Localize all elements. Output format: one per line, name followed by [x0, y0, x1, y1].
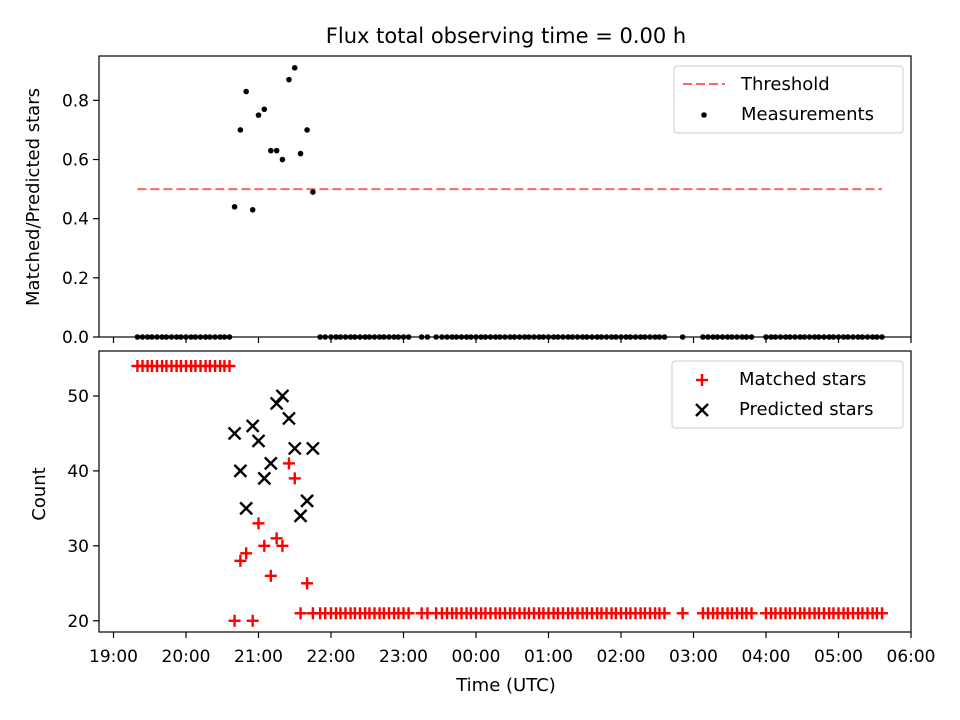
x-tick-label: 02:00	[597, 647, 646, 667]
matched-star-point	[264, 569, 277, 582]
matched-star-point	[301, 577, 314, 590]
ratio-y-tick-label: 0.2	[62, 269, 89, 289]
x-tick-label: 04:00	[742, 647, 791, 667]
x-tick-label: 03:00	[669, 647, 718, 667]
matched-star-point	[223, 359, 236, 372]
matched-star-point	[234, 554, 247, 567]
measurement-point	[261, 106, 268, 113]
count-y-tick-label: 40	[67, 462, 89, 482]
measurement-point	[249, 207, 256, 213]
count-y-tick-label: 50	[67, 387, 89, 407]
matched-star-point	[876, 607, 888, 620]
predicted-star-point	[239, 501, 254, 516]
x-tick-label: 05:00	[814, 647, 863, 667]
predicted-star-point	[257, 471, 272, 486]
ratio-legend: Threshold Measurements	[673, 65, 904, 134]
predicted-star-point	[251, 434, 266, 448]
predicted-star-point	[263, 456, 278, 471]
ratio-y-tick-label: 0.4	[62, 210, 89, 230]
count-panel: 20 30 40 50 19:00 20:00 21:00 22:00 23:00 00:00 0…	[29, 350, 936, 696]
measurement-point	[310, 189, 316, 195]
predicted-star-point	[306, 441, 320, 456]
measurement-point	[243, 88, 249, 95]
ratio-y-tick-label: 0.0	[62, 328, 89, 348]
x-tick-label: 00:00	[452, 647, 501, 667]
matched-star-point	[658, 607, 671, 620]
matched-star-point	[258, 539, 271, 552]
measurement-point	[279, 156, 286, 163]
ratio-panel-frame	[98, 55, 912, 338]
count-legend: Matched stars Predicted stars	[671, 360, 904, 429]
matched-star-point	[294, 607, 307, 620]
legend-matched-swatch	[696, 374, 708, 386]
predicted-star-point	[275, 389, 290, 403]
x-tick-label: 01:00	[524, 647, 573, 667]
x-tick-label: 21:00	[234, 647, 283, 667]
predicted-star-point	[227, 426, 242, 441]
predicted-star-point	[282, 411, 296, 426]
ratio-legend-box	[673, 65, 904, 134]
legend-measurements-label: Measurements	[741, 104, 874, 125]
matched-star-point	[288, 472, 301, 485]
measurement-point	[291, 65, 298, 71]
ratio-panel: 0.00.20.40.60.8 Matched/Predicted stars …	[23, 55, 912, 348]
predicted-star-point	[287, 441, 302, 456]
count-y-axis-label: Count	[29, 467, 50, 520]
measurement-point	[268, 147, 274, 154]
matched-star-point	[676, 607, 689, 620]
predicted-star-point	[245, 419, 260, 433]
matched-star-point	[402, 607, 415, 620]
x-tick-label: 22:00	[307, 647, 356, 667]
measurement-point	[297, 150, 304, 157]
predicted-star-point	[233, 464, 248, 478]
legend-predicted-swatch	[695, 403, 709, 417]
legend-measurements-swatch	[701, 112, 707, 118]
x-tick-label: 19:00	[89, 647, 138, 667]
matched-star-point	[745, 607, 758, 620]
count-legend-box	[671, 360, 904, 429]
legend-threshold-label: Threshold	[740, 74, 830, 95]
matched-star-point	[252, 517, 265, 530]
measurement-point	[231, 204, 238, 210]
count-panel-frame	[98, 350, 912, 633]
matched-star-point	[276, 539, 289, 552]
measurement-point	[304, 127, 310, 133]
matched-star-point	[228, 614, 241, 627]
predicted-star-point	[300, 494, 314, 508]
matched-star-point	[240, 547, 253, 560]
x-tick-label: 20:00	[162, 647, 211, 667]
legend-predicted-label: Predicted stars	[739, 399, 873, 420]
measurement-point	[237, 127, 244, 133]
x-tick-label: 23:00	[379, 647, 428, 667]
ratio-y-tick-label: 0.8	[62, 91, 89, 111]
matched-star-point	[270, 532, 283, 545]
x-axis-label: Time (UTC)	[455, 675, 556, 696]
measurement-point	[286, 76, 292, 83]
x-tick-label: 06:00	[887, 647, 936, 667]
chart-title: Flux total observing time = 0.00 h	[326, 24, 686, 48]
count-y-tick-label: 20	[67, 612, 89, 632]
measurement-point	[273, 147, 280, 154]
ratio-y-tick-label: 0.6	[62, 151, 89, 171]
matched-star-point	[246, 614, 259, 627]
legend-matched-label: Matched stars	[739, 369, 866, 390]
matched-star-point	[282, 457, 295, 470]
ratio-y-axis-label: Matched/Predicted stars	[23, 88, 44, 306]
predicted-star-point	[293, 509, 308, 523]
measurement-point	[255, 112, 262, 118]
count-y-tick-label: 30	[67, 537, 89, 557]
